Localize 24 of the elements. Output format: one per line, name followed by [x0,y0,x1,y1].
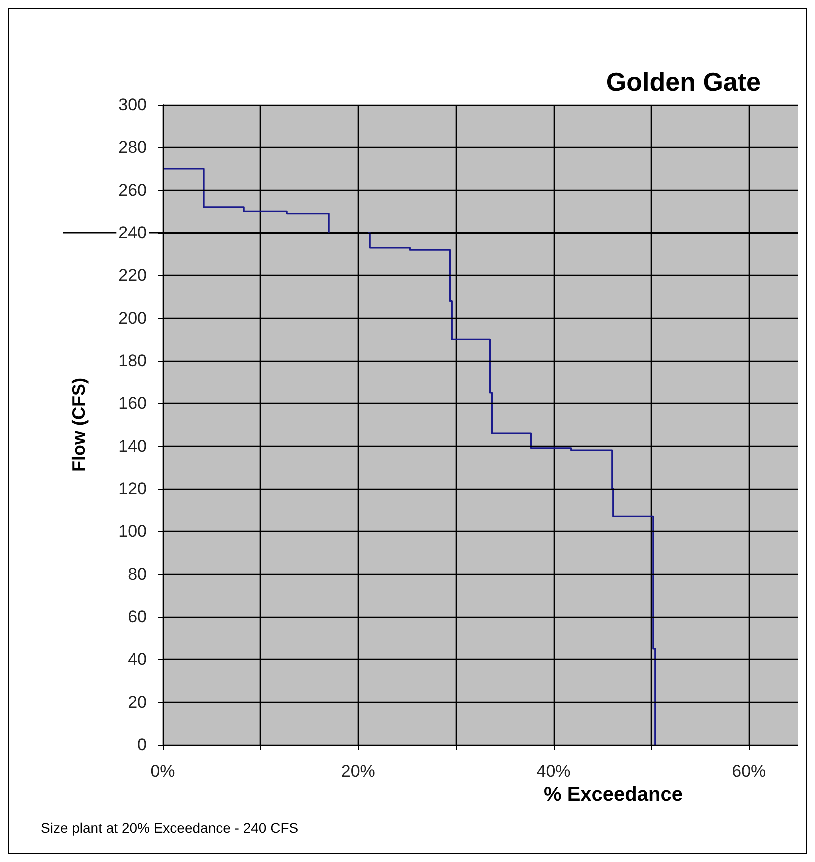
y-tick-label: 60 [128,608,147,626]
y-tick-label: 260 [118,180,147,200]
y-tick-label: 140 [118,436,147,456]
y-tick-label: 120 [118,480,147,498]
y-tick-label: 300 [118,96,147,114]
y-tick-label: 40 [128,650,147,670]
y-tick-label: 0 [138,736,147,754]
y-tick-label: 80 [128,564,147,584]
y-tick-label: 20 [128,692,147,712]
chart-title: Golden Gate [606,67,761,97]
x-axis-title: % Exceedance [544,784,683,806]
y-tick-label: 200 [118,308,147,328]
y-tick-label: 180 [118,352,147,370]
y-tick-label: 100 [118,522,147,542]
y-tick-label: 160 [118,394,147,414]
y-tick-label: 280 [118,138,147,158]
x-tick-label: 20% [341,762,376,781]
y-tick-label: 220 [118,266,147,286]
text: Size plant at 20% Exceedance - 240 CFS [41,820,299,836]
x-tick-label: 60% [732,762,766,781]
y-axis-title: Flow (CFS) [69,378,89,472]
x-tick-label: 40% [536,762,571,781]
y-tick-label: 240 [118,224,147,242]
x-tick-label: 0% [150,762,176,781]
